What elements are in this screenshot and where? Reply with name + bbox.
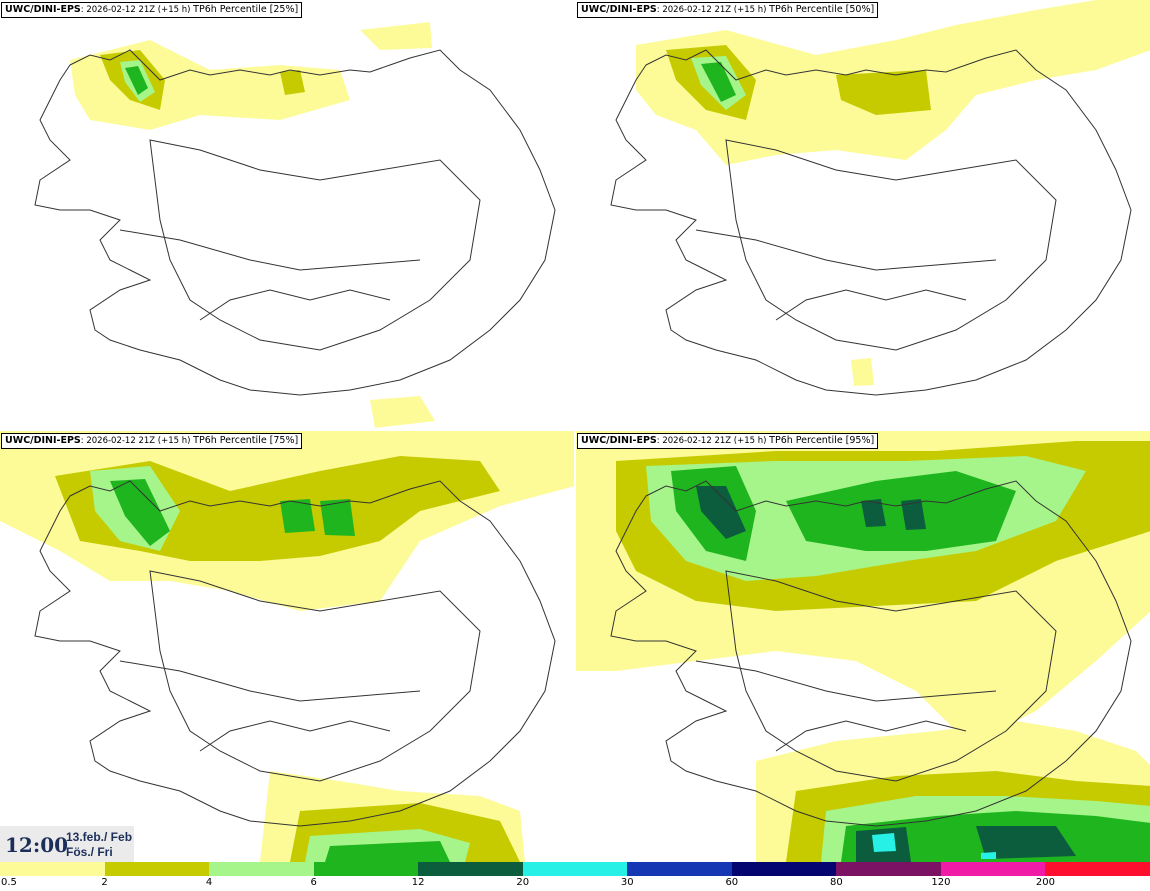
- color-swatch: [940, 862, 1046, 876]
- color-swatch: [104, 862, 210, 876]
- valid-time-clock: 12:00: [5, 833, 69, 857]
- map-panel-p95: UWC/DINI-EPS: 2026-02-12 21Z (+15 h) TP6…: [576, 431, 1150, 862]
- color-swatch: [313, 862, 419, 876]
- coastline: [610, 480, 1132, 827]
- panel-title: UWC/DINI-EPS: 2026-02-12 21Z (+15 h) TP6…: [577, 433, 879, 449]
- scale-label: 12: [411, 877, 425, 888]
- scale-label: 4: [205, 877, 213, 888]
- precip-fill: [0, 431, 575, 862]
- scale-label: 2: [101, 877, 108, 888]
- color-swatch: [209, 862, 314, 876]
- scale-label: 80: [829, 877, 843, 888]
- scale-label: 0.5: [1, 877, 17, 888]
- color-swatch: [0, 862, 105, 876]
- precip-map: [34, 22, 556, 428]
- scale-label: 6: [310, 877, 317, 888]
- color-scale-bar: [0, 862, 1150, 876]
- map-panel-p25: UWC/DINI-EPS: 2026-02-12 21Z (+15 h) TP6…: [0, 0, 575, 431]
- panel-divider: [574, 0, 576, 862]
- coastline: [34, 49, 556, 396]
- panel-title: UWC/DINI-EPS: 2026-02-12 21Z (+15 h) TP6…: [577, 2, 879, 18]
- valid-day: Fös./ Fri: [66, 845, 113, 859]
- scale-label: 30: [620, 877, 634, 888]
- panel-title: UWC/DINI-EPS: 2026-02-12 21Z (+15 h) TP6…: [1, 2, 303, 18]
- color-scale-labels: 0.5 2 4 6 12 20 30 60 80 120 200: [0, 876, 1150, 891]
- valid-date: 13.feb./ Feb: [66, 830, 133, 844]
- precip-fill: [636, 0, 1150, 386]
- coastline: [34, 480, 556, 827]
- scale-label: 60: [725, 877, 739, 888]
- color-swatch: [627, 862, 732, 876]
- precip-map: [610, 0, 1150, 396]
- panel-title: UWC/DINI-EPS: 2026-02-12 21Z (+15 h) TP6…: [1, 433, 303, 449]
- color-swatch: [522, 862, 628, 876]
- color-swatch: [731, 862, 837, 876]
- scale-label: 120: [931, 877, 951, 888]
- coastline: [610, 49, 1132, 396]
- color-swatch: [418, 862, 523, 876]
- scale-label: 20: [516, 877, 530, 888]
- precip-fill: [576, 431, 1150, 862]
- precip-map: [0, 431, 575, 862]
- color-swatch: [1045, 862, 1150, 876]
- valid-time-box: 12:00 13.feb./ Feb Fös./ Fri: [0, 826, 134, 862]
- map-panel-p75: UWC/DINI-EPS: 2026-02-12 21Z (+15 h) TP6…: [0, 431, 575, 862]
- scale-label: 200: [1035, 877, 1055, 888]
- map-panel-p50: UWC/DINI-EPS: 2026-02-12 21Z (+15 h) TP6…: [576, 0, 1150, 431]
- color-swatch: [836, 862, 941, 876]
- precip-map: [576, 431, 1150, 862]
- precip-fill: [70, 22, 435, 428]
